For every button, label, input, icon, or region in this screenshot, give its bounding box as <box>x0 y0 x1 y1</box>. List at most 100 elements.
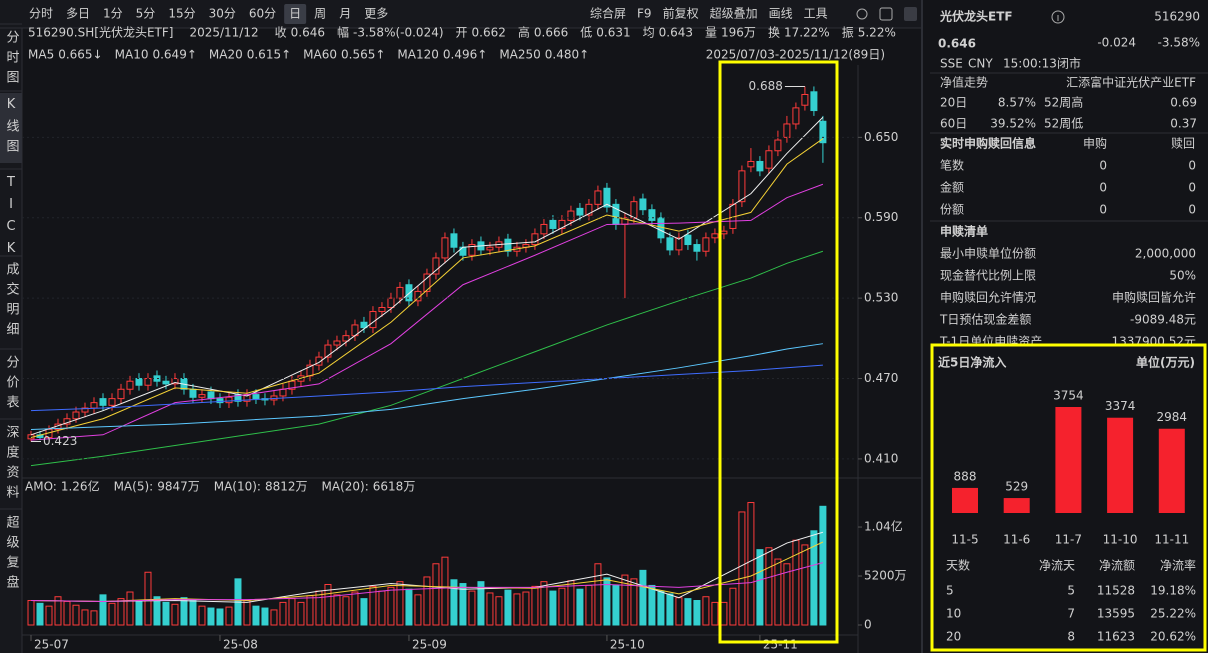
candle-body <box>153 375 161 382</box>
volume-bar <box>540 581 548 626</box>
value-label: 529 <box>1005 480 1028 494</box>
candle-body <box>819 120 827 144</box>
volume-bar <box>585 584 593 626</box>
y-tick-label: 0.650 <box>864 130 898 144</box>
candle-body <box>567 210 575 221</box>
y-tick-label: 0.410 <box>864 451 898 465</box>
x-tick-label: 25-07 <box>34 638 69 652</box>
volume-bar <box>414 594 422 626</box>
toolbar-tab[interactable]: 30分 <box>209 7 236 21</box>
toolbar-button[interactable]: 超级叠加 <box>710 6 758 21</box>
volume-bar <box>666 593 674 626</box>
volume-bar <box>702 596 710 626</box>
candle-body <box>648 209 656 221</box>
candle-body <box>81 407 89 413</box>
volume-bar <box>90 610 98 626</box>
stat-value: 0.37 <box>1170 117 1197 131</box>
legend-value: 0.496↑ <box>443 48 487 62</box>
legend-name: MA(5): <box>114 480 154 494</box>
sidebar-tab[interactable]: 分时图 <box>4 30 20 90</box>
info-value: -3.58%(-0.024) <box>353 26 444 40</box>
candle-body <box>792 107 800 125</box>
volume-bar <box>387 586 395 626</box>
volume-bar <box>792 539 800 626</box>
quote-change: -0.024 <box>1097 36 1136 50</box>
toolbar-button[interactable]: 前复权 <box>663 6 699 21</box>
quote-meta: CNY <box>968 57 993 71</box>
toolbar-tab[interactable]: 更多 <box>364 7 388 21</box>
candle-body <box>765 150 773 169</box>
toolbar-tab[interactable]: 分时 <box>29 7 53 21</box>
toolbar-button[interactable]: 综合屏 <box>590 6 626 21</box>
quote-code: 516290 <box>1154 10 1200 24</box>
sidebar-tab[interactable]: 分价表 <box>4 355 20 415</box>
stat-value: 0.69 <box>1170 96 1197 110</box>
sidebar-tab[interactable]: K线图 <box>4 97 20 159</box>
candle-body <box>693 244 701 252</box>
volume-bar <box>549 590 557 626</box>
sidebar-tab[interactable]: 深度资料 <box>4 425 20 505</box>
toolbar-tab[interactable]: 多日 <box>66 7 90 21</box>
quote-price: 0.646 <box>938 37 976 51</box>
volume-bar <box>603 577 611 626</box>
volume-bar <box>576 588 584 626</box>
toolbar-tab[interactable]: 周 <box>314 7 326 21</box>
volume-bar <box>423 576 431 626</box>
volume-bar <box>720 601 728 626</box>
table-cell: 20 <box>946 630 961 644</box>
info-icon[interactable] <box>1051 10 1065 24</box>
icon[interactable] <box>879 7 893 21</box>
candle-body <box>675 237 683 251</box>
toolbar-button[interactable]: 画线 <box>769 7 793 21</box>
toolbar-tab[interactable]: 月 <box>339 7 351 21</box>
toolbar-tab[interactable]: 5分 <box>136 7 156 21</box>
wp-icon[interactable] <box>904 7 917 21</box>
volume-bar <box>270 609 278 626</box>
volume-bar <box>594 563 602 626</box>
info-label: 低 <box>580 26 592 40</box>
volume-bar <box>459 583 467 626</box>
volume-bar <box>621 574 629 626</box>
legend-name: MA5 <box>28 48 54 62</box>
volume-bar <box>729 587 737 626</box>
sidebar-tab[interactable]: TICK <box>4 175 19 263</box>
legend-name: MA120 <box>397 48 438 62</box>
row-label: 现金替代比例上限 <box>940 268 1036 283</box>
table-cell: 20.62% <box>1150 630 1196 644</box>
candle-body <box>711 233 719 239</box>
toolbar-tab[interactable]: 1分 <box>103 7 123 21</box>
row-value: -9089.48元 <box>1130 313 1196 327</box>
settings-icon[interactable] <box>856 8 868 20</box>
volume-bar <box>180 597 188 626</box>
bar <box>1107 417 1134 513</box>
candle-body <box>90 402 98 409</box>
row-value: 0 <box>1188 159 1196 173</box>
legend-value: 6618万 <box>373 480 416 494</box>
volume-bar <box>711 601 719 626</box>
table-cell: 11528 <box>1097 584 1135 598</box>
sidebar-tab[interactable]: 成交明细 <box>4 262 20 342</box>
toolbar-tab[interactable]: 15分 <box>168 7 195 21</box>
legend-value: 0.649↑ <box>152 48 196 62</box>
volume-bar <box>162 601 170 626</box>
row-label: 最小申赎单位份额 <box>940 246 1036 261</box>
candle-body <box>774 139 782 152</box>
toolbar-button[interactable]: 工具 <box>804 7 828 21</box>
volume-bar <box>657 590 665 626</box>
candle-body <box>189 388 197 398</box>
volume-bar <box>126 591 134 626</box>
row-value: 0 <box>1099 181 1107 195</box>
legend-value: 0.665↓ <box>58 48 102 62</box>
info-value: 0.643 <box>659 26 693 40</box>
volume-bar <box>819 505 827 626</box>
volume-bar <box>135 600 143 626</box>
sidebar-tab[interactable]: 超级复盘 <box>4 515 20 595</box>
row-label: 金额 <box>940 180 964 195</box>
toolbar-button[interactable]: F9 <box>637 7 652 21</box>
tab-active <box>284 4 307 24</box>
volume-bar <box>306 595 314 626</box>
toolbar-tab[interactable]: 60分 <box>249 7 276 21</box>
toolbar-tab[interactable]: 日 <box>289 7 301 21</box>
volume-bar <box>360 598 368 626</box>
